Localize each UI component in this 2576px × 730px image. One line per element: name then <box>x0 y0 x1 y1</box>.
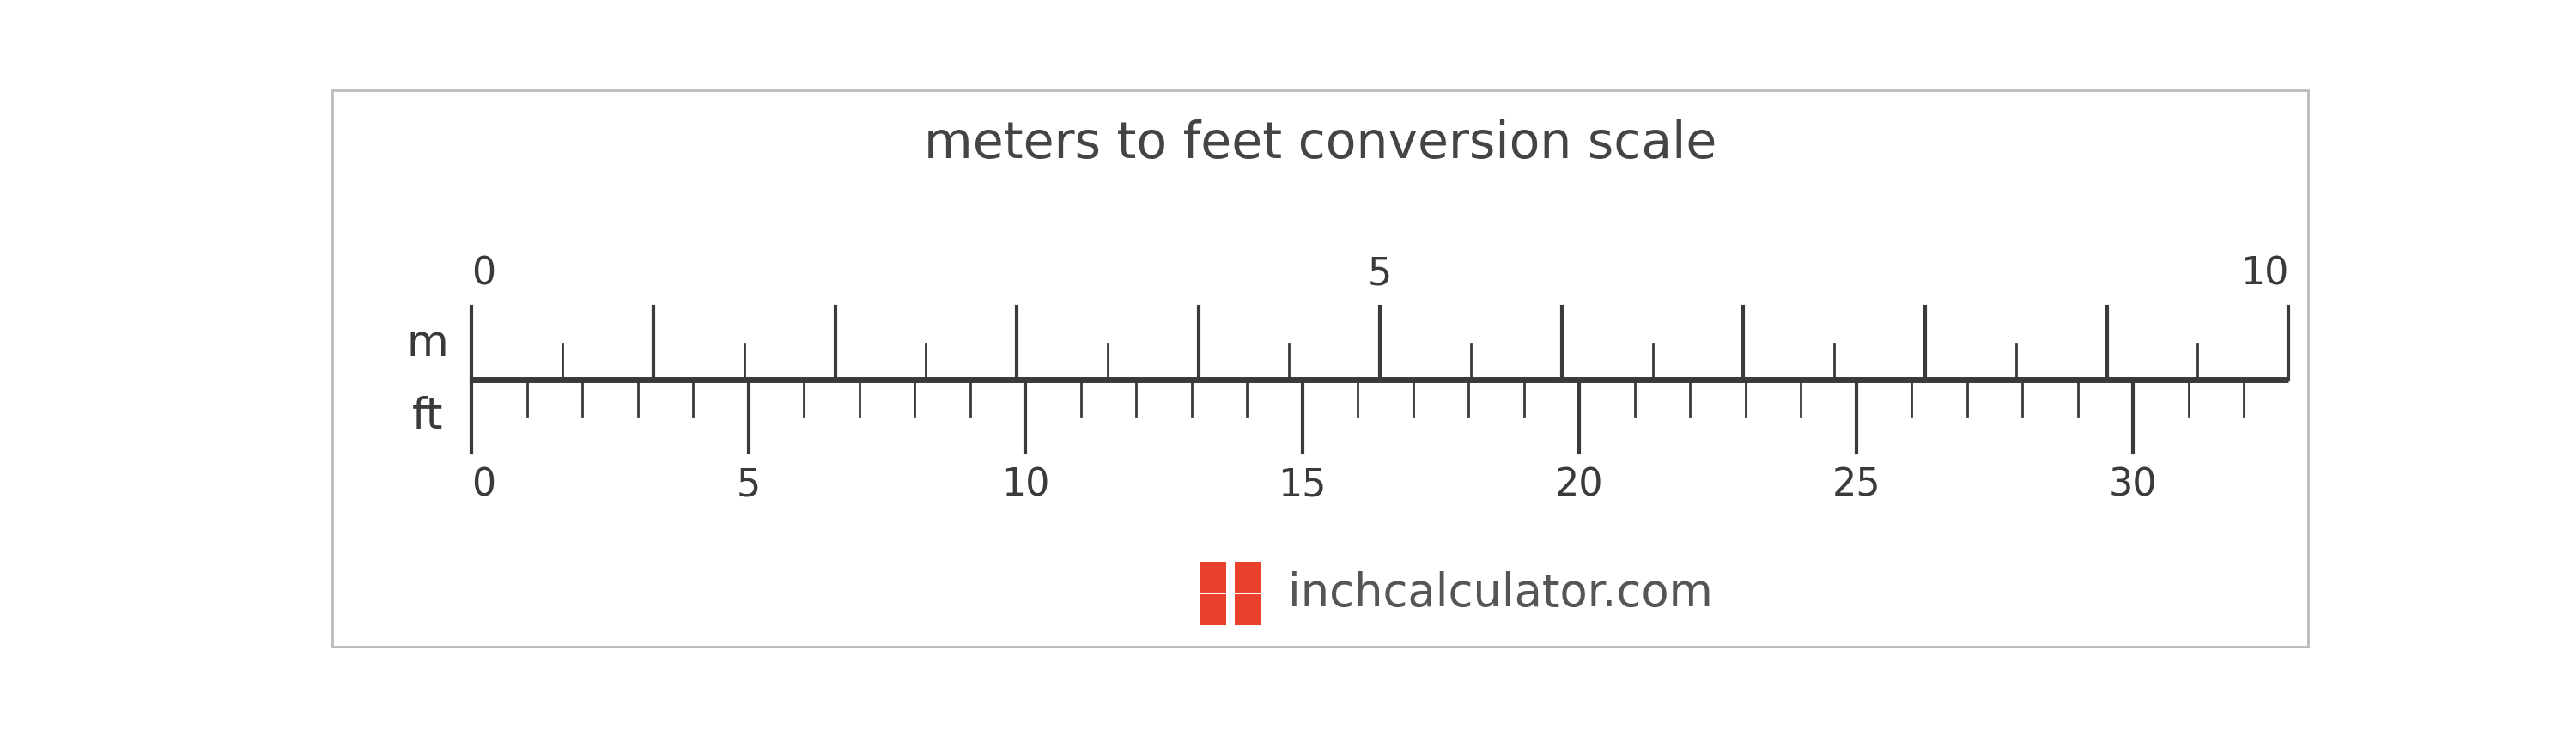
Text: 0: 0 <box>471 467 497 504</box>
Text: 5: 5 <box>737 467 760 504</box>
Text: meters to feet conversion scale: meters to feet conversion scale <box>925 119 1716 169</box>
Text: 15: 15 <box>1278 467 1327 504</box>
FancyBboxPatch shape <box>1234 595 1260 626</box>
Text: inchcalculator.com: inchcalculator.com <box>1288 571 1713 616</box>
Text: 0: 0 <box>471 255 497 293</box>
Text: 30: 30 <box>2110 467 2156 504</box>
FancyBboxPatch shape <box>1200 595 1226 626</box>
Text: 10: 10 <box>1002 467 1051 504</box>
Text: 20: 20 <box>1556 467 1602 504</box>
FancyBboxPatch shape <box>1234 561 1260 592</box>
Text: 25: 25 <box>1832 467 1880 504</box>
FancyBboxPatch shape <box>1200 561 1226 592</box>
Text: 5: 5 <box>1368 255 1391 293</box>
Text: m: m <box>407 323 448 364</box>
Text: ft: ft <box>412 396 443 437</box>
Text: 10: 10 <box>2241 255 2287 293</box>
